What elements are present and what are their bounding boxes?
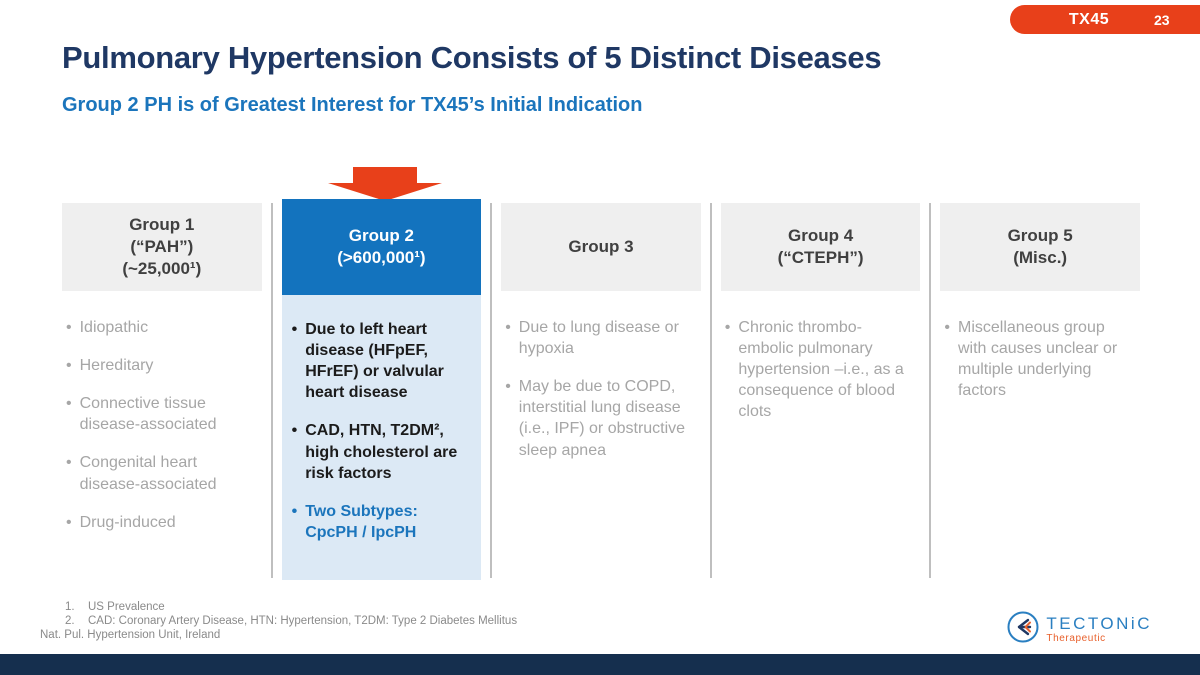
logo-name: TECTONiC [1046, 614, 1152, 633]
tx45-badge: TX45 23 [1010, 5, 1200, 34]
column-header: Group 1 (“PAH”) (~25,000¹) [62, 203, 262, 291]
tectonic-logo-icon [1006, 610, 1040, 649]
bullet-icon: • [66, 395, 72, 413]
list-item: • Congenital heart disease-associated [66, 452, 256, 494]
column-body-highlighted: • Due to left heart disease (HFpEF, HFrEF… [281, 295, 482, 580]
bullet-icon: • [505, 378, 511, 396]
list-item: • Due to lung disease or hypoxia [505, 317, 695, 359]
list-item: • Miscellaneous group with causes unclear… [944, 317, 1134, 401]
list-item: • Idiopathic [66, 317, 256, 338]
badge-label: TX45 [1068, 10, 1110, 28]
column-divider [709, 203, 712, 578]
logo-subtitle: Therapeutic [1046, 633, 1106, 644]
bullet-icon: • [291, 321, 298, 338]
column-body: • Chronic thrombo-embolic pulmonary hyper… [721, 291, 921, 580]
column-body: • Idiopathic • Hereditary • Connective tiss… [62, 291, 262, 580]
footnote-2: 2. CAD: Coronary Artery Disease, HTN: Hy… [65, 615, 518, 627]
column-group-2: Group 2 (>600,000¹) • Due to left heart d… [281, 199, 482, 580]
footnote-source: Nat. Pul. Hypertension Unit, Ireland [40, 629, 221, 641]
bullet-icon: • [944, 319, 950, 336]
page-number: 23 [1154, 11, 1170, 28]
bullet-icon: • [291, 502, 298, 520]
groups-table: Group 1 (“PAH”) (~25,000¹) • Idiopathic •… [62, 199, 1140, 580]
tectonic-logo: TECTONiC Therapeutic [1006, 610, 1152, 649]
list-item: • Chronic thrombo-embolic pulmonary hyper… [725, 317, 915, 423]
column-group-4: Group 4 (“CTEPH”) • Chronic thrombo-embol… [720, 199, 921, 580]
column-divider [490, 203, 493, 578]
page-subtitle: Group 2 PH is of Greatest Interest for T… [62, 94, 643, 116]
page-title: Pulmonary Hypertension Consists of 5 Dis… [62, 40, 882, 75]
bullet-icon: • [66, 357, 72, 375]
down-arrow-indicator [353, 167, 417, 184]
footnotes: 1. US Prevalence 2. CAD: Coronary Artery… [40, 600, 517, 642]
bullet-icon: • [66, 513, 72, 531]
list-item: • Due to left heart disease (HFpEF, HFrEF… [292, 319, 472, 403]
list-item: • May be due to COPD, interstitial lung d… [505, 376, 695, 460]
list-item: • CAD, HTN, T2DM², high cholesterol are r… [292, 420, 472, 483]
list-item: • Drug-induced [66, 512, 256, 533]
list-item: • Connective tissue disease-associated [66, 393, 256, 435]
bullet-icon: • [291, 422, 298, 440]
column-group-5: Group 5 (Misc.) • Miscellaneous group wit… [940, 199, 1140, 580]
logo-text: TECTONiC Therapeutic [1046, 615, 1152, 644]
bullet-icon: • [66, 319, 72, 336]
bottom-bar [0, 654, 1200, 675]
column-divider [270, 203, 273, 578]
list-item: • Hereditary [66, 355, 256, 376]
column-header: Group 3 [501, 203, 701, 291]
footnote-1: 1. US Prevalence [65, 601, 165, 613]
column-body: • Due to lung disease or hypoxia • May be … [501, 291, 701, 580]
down-arrow-indicator-head [328, 183, 442, 201]
bullet-icon: • [66, 454, 72, 472]
column-header: Group 4 (“CTEPH”) [720, 203, 921, 291]
list-item-subtypes: • Two Subtypes: CpcPH / IpcPH [292, 501, 472, 543]
column-body: • Miscellaneous group with causes unclear… [940, 291, 1140, 580]
bullet-icon: • [505, 319, 511, 336]
bullet-icon: • [724, 319, 731, 336]
column-group-1: Group 1 (“PAH”) (~25,000¹) • Idiopathic •… [62, 199, 262, 580]
column-divider [929, 203, 932, 578]
column-header-highlighted: Group 2 (>600,000¹) [281, 199, 482, 295]
column-group-3: Group 3 • Due to lung disease or hypoxia … [501, 199, 701, 580]
column-header: Group 5 (Misc.) [940, 203, 1140, 291]
